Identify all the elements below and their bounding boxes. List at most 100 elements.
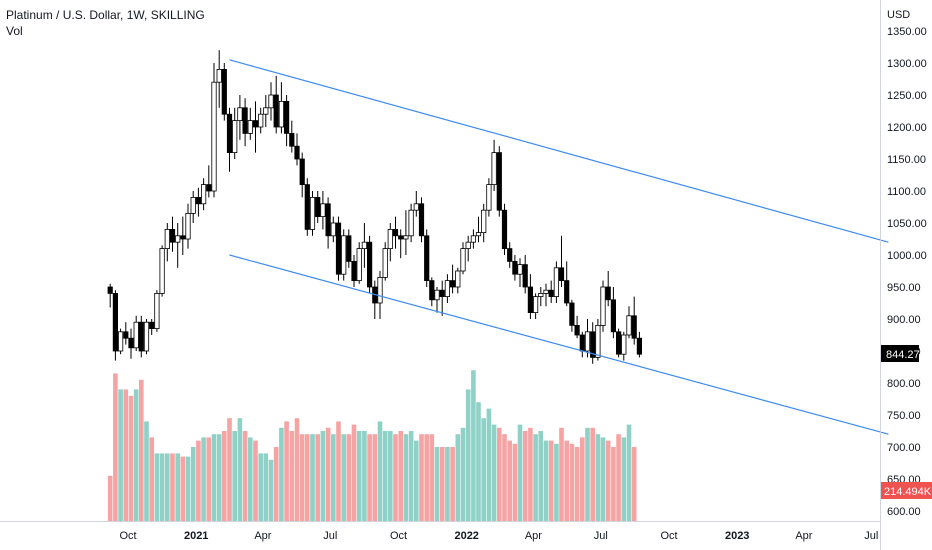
chart-legend: Platinum / U.S. Dollar, 1W, SKILLING Vol [6,7,205,39]
price-tick-label: 950.00 [887,282,921,294]
candle-body [491,152,497,186]
price-tick-label: 1000.00 [887,250,927,262]
candle [590,322,596,364]
volume-bar [139,379,144,521]
volume-bar [346,434,352,521]
candle-body [574,324,580,336]
candle-body [221,69,227,115]
candle-body [128,337,134,349]
candle-body [273,94,279,128]
candle-body [382,248,388,278]
candle-body [579,334,585,352]
candle-body [434,289,440,301]
candle-body [320,203,326,218]
volume-bar [211,434,217,521]
volume-bar [502,434,507,521]
candle-body [185,212,191,240]
volume-bar [190,447,196,521]
candle [475,216,482,243]
candle-body [569,302,575,326]
volume-bar [445,447,450,521]
price-tick-label: 1100.00 [887,186,926,198]
candle [527,274,534,319]
candle-body [455,270,461,288]
candle [538,287,544,307]
volume-bar [497,427,502,521]
candle [258,107,264,134]
candle-body [309,196,316,230]
candle [180,216,186,255]
volume-bar [393,434,398,521]
candle-body [335,222,342,275]
candle [382,242,388,281]
volume-bar [517,424,523,521]
volume-bar [481,418,486,521]
candle-body [263,107,269,115]
last-price-label: 844.27 [886,349,920,361]
candle [486,178,492,217]
candle [206,165,212,198]
volume-bar [538,431,544,521]
volume-bar [626,424,632,521]
time-axis[interactable]: Oct 2021 Apr Jul Oct 2022 Apr Jul Oct 2023 Apr Jul [119,530,878,542]
candle [335,216,342,281]
volume-bar [248,437,253,521]
candle [543,283,549,307]
volume-bar [341,434,346,521]
candle-body [533,296,539,314]
candle-body [138,321,144,352]
candle [424,229,430,287]
candle-body [522,264,528,288]
candle [533,293,539,319]
candle [444,274,451,303]
candle [496,146,502,217]
volume-bar [305,434,310,521]
candle [522,255,528,294]
candle-body [553,267,560,297]
time-tick-label: Oct [390,530,407,542]
volume-bar [554,443,559,521]
volume-bar [398,431,403,521]
candle-body [242,107,248,134]
volume-bar [232,431,237,521]
candle-body [206,184,212,192]
candle [143,319,150,355]
volume-bar [471,370,476,521]
candle [159,245,165,297]
volume-bar [325,427,331,521]
candle [226,107,233,172]
candle-body [299,158,305,186]
channel-lower-line[interactable] [229,254,889,435]
candle-body [133,321,139,349]
candle-body [237,107,243,122]
volume-bar [206,437,212,521]
candle-body [159,248,165,294]
candle [263,95,269,127]
volume-bar [367,434,372,521]
candle [616,328,622,358]
candle-body [605,286,611,301]
candle-body [195,196,201,205]
candle-body [387,228,393,249]
candle [123,322,129,345]
candle [398,229,404,259]
volume-label: Vol [6,24,23,38]
candle-body [366,241,373,288]
volume-bar [543,440,549,521]
candle-body [408,209,414,237]
candle [626,306,632,339]
price-tick-label: 1350.00 [887,26,927,38]
candle [278,82,285,134]
channel-upper-line[interactable] [229,59,889,243]
trend-channel[interactable] [229,59,889,435]
volume-bars [107,370,637,521]
candle [320,191,326,230]
candle-body [403,235,409,240]
volume-bar [611,447,616,521]
volume-bar [382,431,388,521]
candle [605,271,611,307]
candle [564,261,570,307]
price-axis[interactable]: 1350.00 1300.00 1250.00 1200.00 1150.00 1100.… [887,26,927,518]
candle [470,229,477,249]
